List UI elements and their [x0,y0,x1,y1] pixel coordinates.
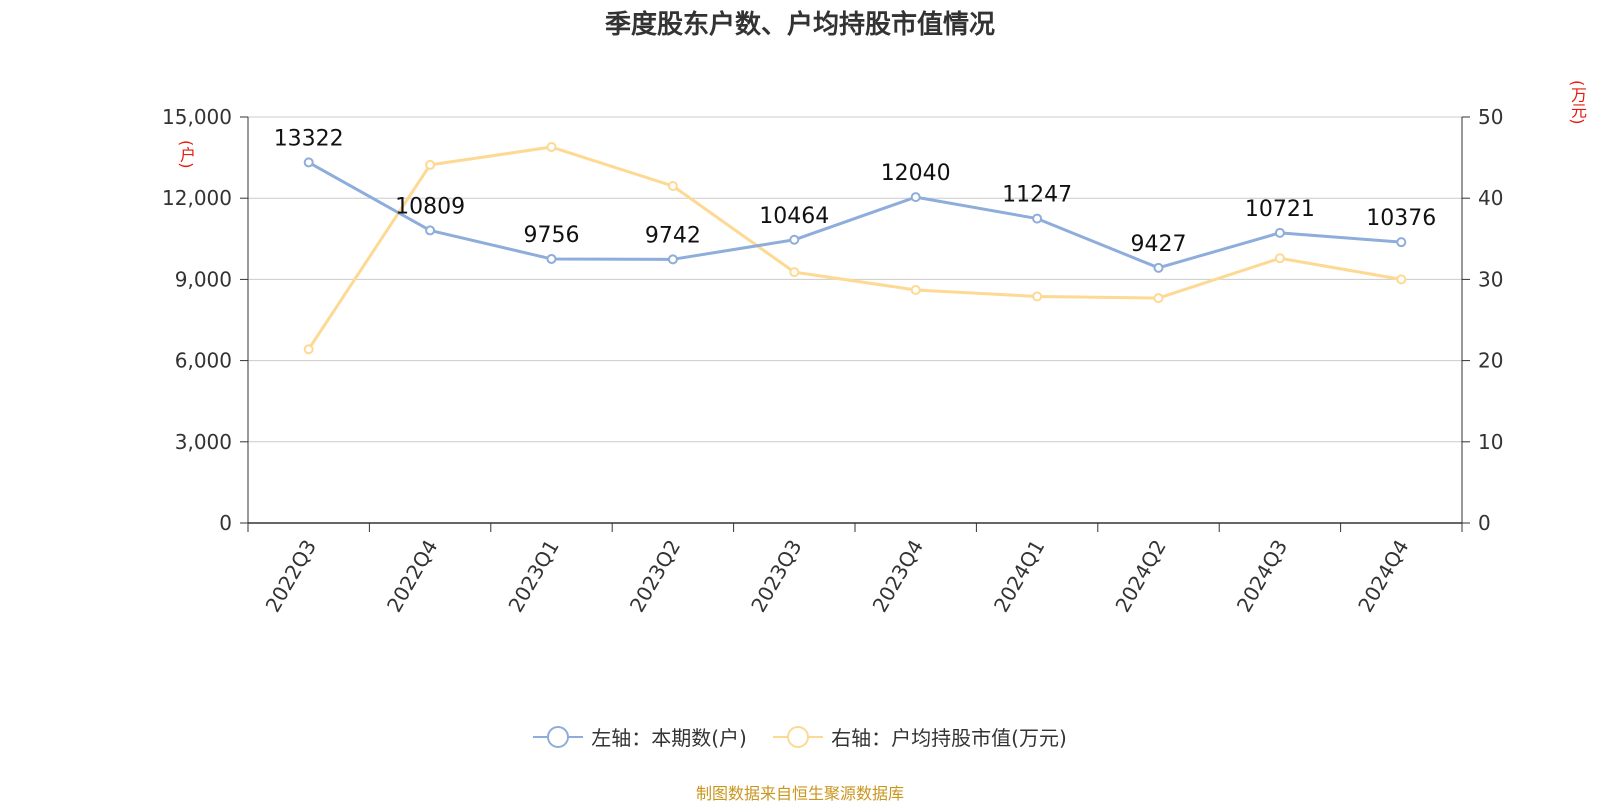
y-right-tick-label: 30 [1478,267,1503,291]
y-left-tick-label: 6,000 [175,349,232,373]
x-tick-label: 2022Q4 [382,536,442,617]
right-axis-unit: (万元) [1568,80,1587,125]
data-point-right [1274,253,1285,264]
data-point-right [303,344,314,355]
x-tick-label: 2024Q1 [989,536,1049,617]
data-point-right [789,267,800,278]
y-right-tick-label: 0 [1478,511,1491,535]
y-left-tick-label: 12,000 [162,186,232,210]
legend-label-left: 左轴：本期数(户) [591,726,747,750]
data-point-left [425,225,436,236]
data-label: 13322 [274,126,344,151]
x-tick-label: 2022Q3 [261,536,321,617]
data-source-note: 制图数据来自恒生聚源数据库 [695,784,904,803]
data-label: 9742 [645,223,701,248]
data-point-right [1153,293,1164,304]
data-point-left [1032,213,1043,224]
data-label: 10376 [1366,206,1436,231]
data-point-left [1153,262,1164,273]
data-point-right [1396,274,1407,285]
data-point-left [789,234,800,245]
x-tick-label: 2023Q4 [868,536,928,617]
x-tick-label: 2023Q3 [746,536,806,617]
data-point-right [910,284,921,295]
data-point-right [546,142,557,153]
y-right-tick-label: 10 [1478,430,1503,454]
x-tick-label: 2023Q2 [625,536,685,617]
legend-label-right: 右轴：户均持股市值(万元) [831,726,1067,750]
data-point-left [303,157,314,168]
legend-item-right-series[interactable]: 右轴：户均持股市值(万元) [773,722,1067,751]
data-label: 9427 [1131,232,1187,257]
y-right-tick-label: 50 [1478,105,1503,129]
y-left-tick-label: 9,000 [175,267,232,291]
data-label: 10809 [395,194,465,219]
y-left-tick-label: 15,000 [162,105,232,129]
data-point-left [546,253,557,264]
legend-marker-left-icon [533,725,584,749]
data-point-left [1274,227,1285,238]
data-label: 10464 [759,204,829,229]
data-point-left [667,254,678,265]
y-right-tick-label: 40 [1478,186,1503,210]
data-label: 12040 [881,161,951,186]
x-tick-label: 2024Q4 [1353,536,1413,617]
chart-title: 季度股东户数、户均持股市值情况 [604,10,995,40]
data-point-left [910,192,921,203]
y-left-tick-label: 3,000 [175,430,232,454]
chart-legend: 左轴：本期数(户) 右轴：户均持股市值(万元) [0,722,1600,751]
x-tick-label: 2024Q3 [1232,536,1292,617]
data-label: 10721 [1245,197,1315,222]
series-line-left [307,161,1402,270]
data-point-left [1396,237,1407,248]
y-right-tick-label: 20 [1478,349,1503,373]
data-point-right [425,159,436,170]
data-point-right [1032,291,1043,302]
y-left-tick-label: 0 [219,511,232,535]
left-axis-unit: (户) [177,140,196,169]
data-point-right [667,181,678,192]
data-label: 11247 [1002,183,1072,208]
legend-item-left-series[interactable]: 左轴：本期数(户) [533,722,747,751]
x-tick-label: 2024Q2 [1110,536,1170,617]
data-label: 9756 [524,223,580,248]
legend-marker-right-icon [773,725,824,749]
series-line-right [307,145,1402,351]
x-tick-label: 2023Q1 [503,536,563,617]
